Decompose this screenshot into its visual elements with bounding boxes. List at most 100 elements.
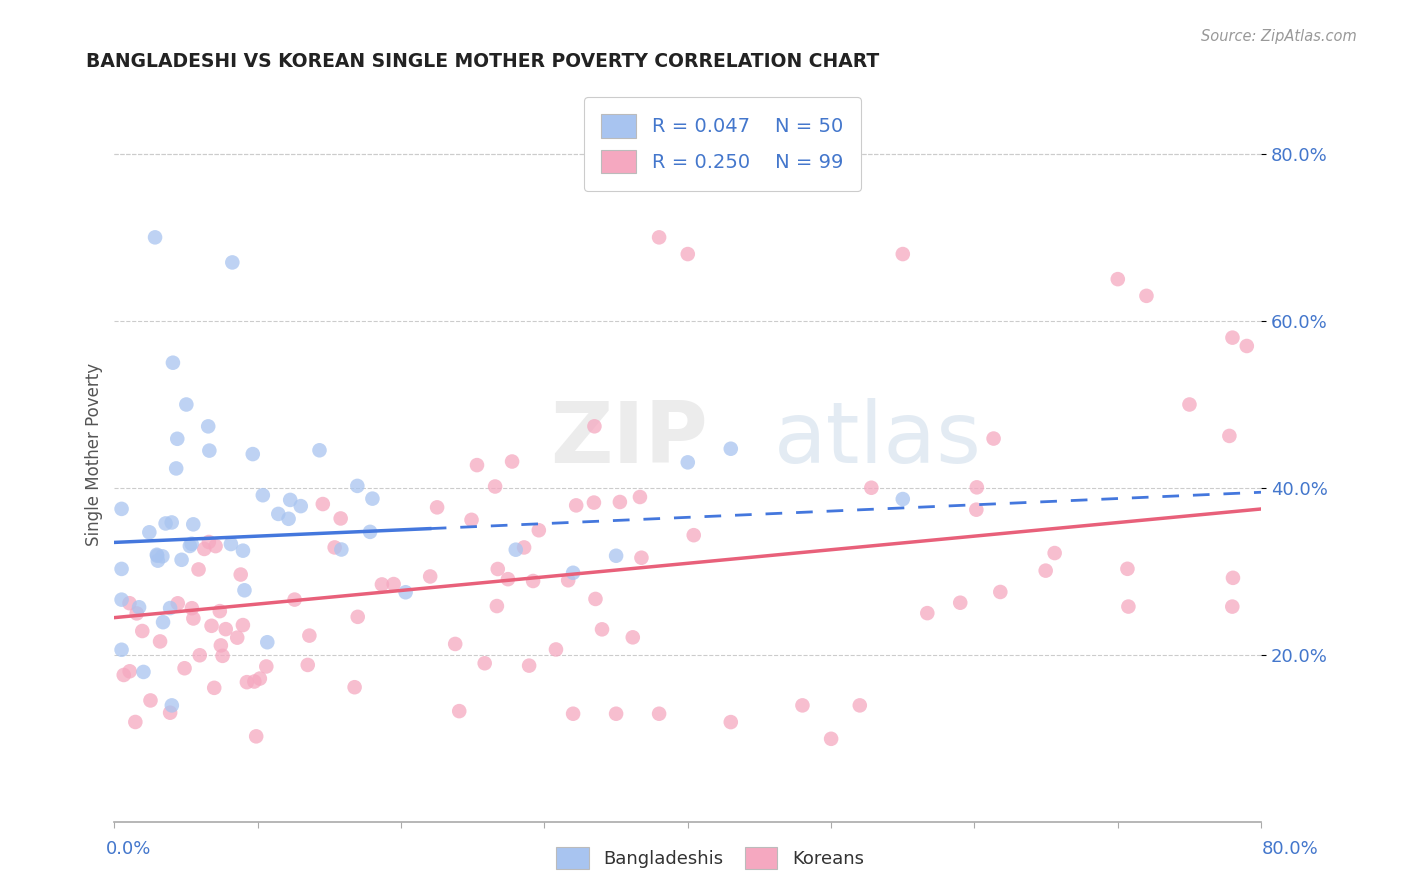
Point bbox=[449, 704, 471, 718]
Point bbox=[170, 553, 193, 567]
Point bbox=[562, 566, 585, 580]
Point bbox=[233, 583, 256, 598]
Point bbox=[159, 706, 181, 720]
Point bbox=[630, 550, 652, 565]
Point bbox=[146, 549, 169, 563]
Point bbox=[485, 599, 508, 613]
Point bbox=[242, 447, 264, 461]
Point bbox=[891, 491, 914, 506]
Point bbox=[284, 592, 307, 607]
Point bbox=[949, 596, 972, 610]
Point bbox=[486, 562, 509, 576]
Point bbox=[232, 618, 254, 632]
Legend: Bangladeshis, Koreans: Bangladeshis, Koreans bbox=[548, 839, 872, 876]
Point bbox=[183, 611, 205, 625]
Point bbox=[208, 604, 231, 618]
Point bbox=[496, 572, 519, 586]
Point bbox=[131, 624, 153, 638]
Point bbox=[346, 610, 368, 624]
Point bbox=[188, 648, 211, 663]
Point bbox=[557, 574, 579, 588]
Point bbox=[243, 674, 266, 689]
Point bbox=[983, 432, 1005, 446]
Point bbox=[527, 523, 550, 537]
Point bbox=[676, 455, 699, 469]
Point bbox=[792, 698, 814, 713]
Point bbox=[146, 554, 169, 568]
Point bbox=[591, 623, 613, 637]
Point bbox=[585, 591, 607, 606]
Point bbox=[209, 639, 232, 653]
Point bbox=[180, 537, 202, 551]
Point bbox=[198, 443, 221, 458]
Point bbox=[1218, 429, 1240, 443]
Point bbox=[229, 567, 252, 582]
Point bbox=[582, 495, 605, 509]
Point bbox=[371, 577, 394, 591]
Point bbox=[1222, 331, 1244, 345]
Point bbox=[139, 693, 162, 707]
Point bbox=[200, 619, 222, 633]
Text: 0.0%: 0.0% bbox=[105, 840, 150, 858]
Point bbox=[605, 549, 627, 563]
Point bbox=[155, 516, 177, 531]
Point bbox=[329, 511, 352, 525]
Text: atlas: atlas bbox=[773, 399, 981, 482]
Legend: R = 0.047    N = 50, R = 0.250    N = 99: R = 0.047 N = 50, R = 0.250 N = 99 bbox=[583, 96, 860, 191]
Point bbox=[252, 488, 274, 502]
Y-axis label: Single Mother Poverty: Single Mother Poverty bbox=[86, 363, 103, 546]
Point bbox=[215, 622, 238, 636]
Point bbox=[132, 665, 155, 679]
Point bbox=[176, 397, 198, 411]
Point bbox=[198, 535, 221, 549]
Point bbox=[361, 491, 384, 506]
Point bbox=[308, 443, 330, 458]
Point bbox=[359, 524, 381, 539]
Point bbox=[628, 490, 651, 504]
Text: ZIP: ZIP bbox=[550, 399, 707, 482]
Point bbox=[110, 562, 132, 576]
Point bbox=[125, 607, 148, 621]
Point bbox=[676, 247, 699, 261]
Text: Source: ZipAtlas.com: Source: ZipAtlas.com bbox=[1201, 29, 1357, 45]
Point bbox=[197, 419, 219, 434]
Point bbox=[150, 549, 173, 564]
Point bbox=[298, 629, 321, 643]
Point bbox=[419, 569, 441, 583]
Point bbox=[346, 479, 368, 493]
Point bbox=[278, 492, 301, 507]
Point bbox=[917, 606, 939, 620]
Text: BANGLADESHI VS KOREAN SINGLE MOTHER POVERTY CORRELATION CHART: BANGLADESHI VS KOREAN SINGLE MOTHER POVE… bbox=[86, 53, 879, 71]
Point bbox=[146, 548, 169, 562]
Point bbox=[522, 574, 544, 588]
Point bbox=[474, 657, 496, 671]
Point bbox=[343, 680, 366, 694]
Point bbox=[254, 659, 277, 673]
Point bbox=[621, 631, 644, 645]
Point bbox=[110, 642, 132, 657]
Point bbox=[226, 631, 249, 645]
Point bbox=[484, 479, 506, 493]
Point bbox=[211, 648, 233, 663]
Point bbox=[219, 537, 242, 551]
Point bbox=[562, 706, 585, 721]
Point bbox=[860, 481, 883, 495]
Point bbox=[149, 634, 172, 648]
Point bbox=[682, 528, 704, 542]
Point bbox=[517, 658, 540, 673]
Point bbox=[290, 499, 312, 513]
Point bbox=[544, 642, 567, 657]
Point bbox=[465, 458, 488, 472]
Point bbox=[221, 255, 243, 269]
Point bbox=[160, 698, 183, 713]
Point bbox=[323, 541, 346, 555]
Text: 80.0%: 80.0% bbox=[1263, 840, 1319, 858]
Point bbox=[165, 461, 187, 475]
Point bbox=[1236, 339, 1258, 353]
Point bbox=[180, 601, 202, 615]
Point bbox=[245, 730, 267, 744]
Point bbox=[648, 230, 671, 244]
Point bbox=[609, 495, 631, 509]
Point bbox=[249, 672, 271, 686]
Point bbox=[720, 715, 742, 730]
